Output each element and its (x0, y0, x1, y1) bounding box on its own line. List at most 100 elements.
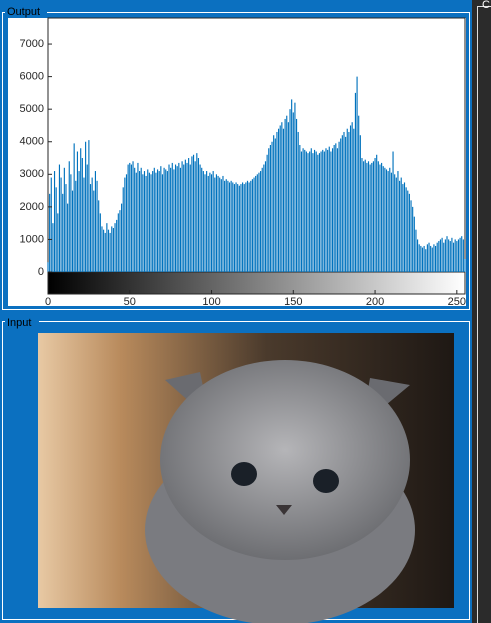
bar (400, 177, 402, 272)
bar (331, 148, 334, 272)
bar (242, 182, 244, 272)
bar (132, 161, 134, 272)
y-tick-label: 4000 (20, 136, 44, 148)
bar (407, 190, 409, 272)
bar (88, 140, 90, 272)
bar (309, 151, 311, 272)
bar (273, 135, 275, 272)
bar (55, 187, 57, 272)
bar (125, 174, 128, 272)
bar (346, 128, 348, 272)
side-panel-title: C (482, 0, 490, 11)
bar (381, 162, 383, 272)
bar (70, 174, 72, 272)
bar (67, 203, 69, 272)
bar (359, 135, 361, 272)
bar (225, 179, 227, 272)
bar (68, 161, 70, 272)
axes-box (47, 17, 466, 273)
y-tick-label: 3000 (20, 168, 44, 180)
bar (183, 164, 185, 272)
bar (310, 148, 312, 272)
bar (147, 169, 149, 272)
bar (248, 182, 250, 272)
bar (93, 190, 95, 272)
bar (397, 171, 399, 272)
bar (139, 171, 141, 272)
bar (387, 171, 389, 272)
bar (117, 213, 119, 272)
bar (313, 149, 316, 272)
bar (304, 149, 306, 272)
bar (220, 179, 222, 272)
bar (101, 226, 103, 272)
bar (230, 180, 232, 272)
bar (168, 164, 170, 272)
bar (430, 245, 432, 272)
bar (81, 158, 83, 272)
bar (224, 180, 226, 272)
bar (171, 162, 173, 272)
bar (385, 169, 388, 272)
bar (85, 141, 87, 272)
bar (395, 177, 397, 272)
bar (50, 177, 52, 272)
bar (364, 159, 366, 272)
bar (65, 184, 67, 272)
bar (278, 128, 280, 272)
bar (189, 164, 191, 272)
bar (119, 210, 121, 272)
bar (443, 242, 445, 272)
bar (184, 159, 186, 272)
bar (341, 135, 343, 272)
bar (212, 171, 214, 272)
bar (260, 171, 262, 272)
bar (158, 171, 160, 272)
bar (312, 153, 314, 272)
bar (356, 76, 358, 272)
bar (284, 118, 286, 272)
bar (129, 162, 131, 272)
bar (161, 174, 164, 272)
bar (217, 175, 219, 272)
bar (188, 158, 190, 272)
bar (60, 177, 62, 272)
output-panel-border (2, 12, 470, 310)
bar (86, 164, 88, 272)
bar (98, 200, 100, 272)
side-panel (472, 0, 491, 623)
bar (228, 182, 231, 272)
bar (235, 182, 237, 272)
bar (58, 164, 61, 272)
bar (215, 174, 218, 272)
bar (246, 180, 249, 272)
bar (297, 131, 299, 272)
bar (266, 154, 268, 272)
bar (222, 175, 224, 272)
bar (78, 171, 80, 272)
bar (438, 241, 440, 272)
bar (199, 164, 201, 272)
bar (377, 161, 379, 272)
bar (143, 171, 146, 272)
bar (402, 184, 404, 272)
bar (348, 131, 350, 272)
bar (153, 167, 155, 272)
bar (399, 180, 401, 272)
bar (106, 223, 108, 272)
bar (376, 154, 378, 272)
bar (328, 146, 330, 272)
bar (462, 239, 464, 272)
bar (340, 138, 342, 272)
bar (243, 184, 245, 272)
bar (318, 153, 321, 272)
bar (457, 239, 460, 272)
x-tick-label: 250 (448, 296, 466, 308)
side-panel-border (477, 6, 491, 623)
bar (358, 115, 360, 272)
bar (300, 151, 303, 272)
bar (292, 112, 294, 272)
bar (137, 162, 139, 272)
bar (250, 180, 252, 272)
